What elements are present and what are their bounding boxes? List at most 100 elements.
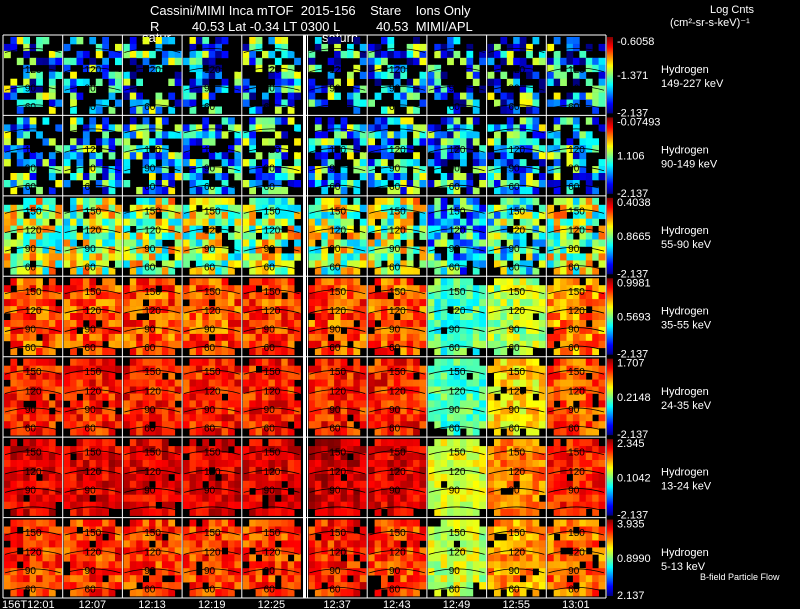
heat-cell <box>189 78 197 86</box>
angle-label: 120 <box>568 145 585 156</box>
heat-cell <box>249 508 256 516</box>
heat-cell <box>374 124 382 132</box>
heat-cell <box>274 173 282 181</box>
heat-cell <box>195 379 203 387</box>
angle-label: 90 <box>329 164 341 175</box>
heat-cell <box>374 372 382 380</box>
heat-cell <box>353 494 361 502</box>
heat-cell <box>76 428 84 436</box>
heat-cell <box>440 152 448 160</box>
heat-cell <box>572 306 580 314</box>
heat-cell <box>585 211 593 220</box>
angle-label: 90 <box>25 83 37 94</box>
heat-cell <box>314 180 322 188</box>
heat-cell <box>419 246 427 254</box>
heat-cell <box>453 117 461 125</box>
heat-cell <box>234 480 242 489</box>
heat-cell <box>400 138 408 146</box>
heat-cell <box>215 407 222 415</box>
heat-cell <box>494 372 501 380</box>
heat-cell <box>4 211 11 220</box>
heat-cell <box>89 306 97 314</box>
heat-cell <box>538 365 546 373</box>
heat-cell <box>215 480 222 489</box>
heat-cell <box>553 64 561 73</box>
heat-cell <box>262 306 269 314</box>
heat-cell <box>215 320 222 328</box>
heat-cell <box>566 267 574 275</box>
heat-cell <box>161 508 169 516</box>
heat-cell <box>82 225 90 233</box>
heat-cell <box>453 145 461 153</box>
heat-cell <box>579 197 587 206</box>
contour-line <box>124 228 181 234</box>
heat-cell <box>174 313 182 321</box>
heat-cell <box>274 159 282 167</box>
heat-cell <box>115 253 122 261</box>
heat-cell <box>340 292 348 300</box>
heat-cell <box>340 446 348 454</box>
heat-cell <box>36 421 43 429</box>
heat-cell <box>23 372 30 380</box>
heat-cell <box>155 446 163 454</box>
heat-cell <box>353 365 361 373</box>
heat-cell <box>215 453 222 461</box>
heat-cell <box>55 480 63 489</box>
heat-cell <box>427 232 435 240</box>
heat-cell <box>63 260 71 268</box>
heat-cell <box>268 453 276 461</box>
heat-cell <box>340 379 348 387</box>
heat-cell <box>161 37 169 45</box>
heat-cell <box>183 320 190 328</box>
heat-cell <box>440 260 448 268</box>
heat-cell <box>460 400 467 408</box>
heat-cell <box>434 85 442 93</box>
heat-cell <box>532 232 540 240</box>
heat-cell <box>393 285 401 293</box>
heat-cell <box>281 400 289 408</box>
heat-cell <box>10 37 18 45</box>
heat-cell <box>560 320 567 328</box>
angle-label: 90 <box>449 325 461 336</box>
heat-cell <box>579 173 587 181</box>
heat-cell <box>294 253 301 261</box>
heat-cell <box>506 306 514 314</box>
heat-cell <box>400 400 408 408</box>
heat-cell <box>419 333 427 342</box>
heat-cell <box>48 365 56 373</box>
heat-cell <box>308 92 316 100</box>
heat-cell <box>413 386 420 394</box>
contour-line <box>124 246 181 252</box>
heat-cell <box>413 292 420 300</box>
heat-cell <box>108 306 116 314</box>
heat-cell <box>76 204 84 213</box>
heat-cell <box>149 138 156 146</box>
heat-cell <box>419 421 427 429</box>
heat-cell <box>255 446 263 454</box>
heat-cell <box>526 211 533 220</box>
heat-cell <box>10 487 18 496</box>
heat-cell <box>368 320 375 328</box>
angle-label: 120 <box>508 226 525 237</box>
heat-cell <box>142 487 150 496</box>
angle-label: 60 <box>264 343 276 354</box>
heat-cell <box>268 71 276 79</box>
heat-cell <box>294 372 301 380</box>
heat-cell <box>234 466 242 475</box>
heat-cell <box>494 138 501 146</box>
heat-cell <box>42 333 50 342</box>
heat-cell <box>274 326 282 335</box>
heat-cell <box>274 407 282 415</box>
heat-cell <box>526 379 533 387</box>
heat-cell <box>419 414 427 422</box>
heat-cell <box>149 204 156 213</box>
heat-cell <box>161 393 169 401</box>
heat-cell <box>427 218 435 226</box>
heat-cell <box>102 131 109 139</box>
heat-cell <box>347 278 354 286</box>
heat-cell <box>242 57 250 66</box>
heat-cell <box>281 78 289 86</box>
heat-cell <box>183 372 190 380</box>
heat-cell <box>560 313 567 321</box>
heat-cell <box>23 232 30 240</box>
